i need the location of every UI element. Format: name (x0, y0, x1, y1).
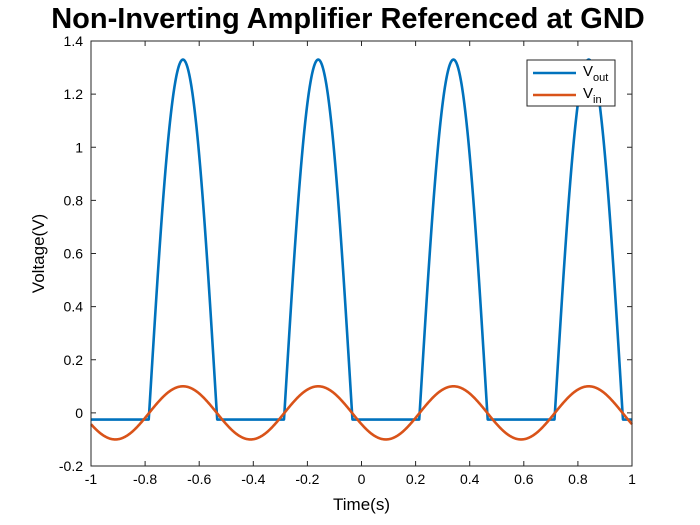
series-trough-point (250, 439, 251, 440)
x-tick-label: -0.2 (295, 471, 319, 487)
y-tick-label: 0.4 (64, 299, 84, 315)
y-tick-label: 0.8 (64, 192, 84, 208)
x-tick-label: -0.6 (187, 471, 211, 487)
x-axis-label: Time(s) (333, 495, 390, 514)
x-tick-label: -0.4 (241, 471, 265, 487)
x-tick-label: 0.4 (460, 471, 480, 487)
x-tick-label: 1 (628, 471, 636, 487)
ticks-layer: -1 -0.8 -0.6 -0.4 -0.2 0 0.2 0.4 0.6 0.8 1 -0.2 0 0.2… (59, 33, 636, 487)
y-axis-label: Voltage(V) (29, 214, 48, 293)
y-tick-label: 1 (75, 139, 83, 155)
series-peak-point (453, 386, 454, 387)
y-tick-label: -0.2 (59, 458, 83, 474)
series-layer (90, 58, 633, 441)
y-tick-label: 0 (75, 405, 83, 421)
series-line-vout (90, 58, 633, 421)
legend-label-vin: Vin (583, 85, 602, 106)
x-tick-label: 0.6 (514, 471, 534, 487)
series-peak-point (182, 386, 183, 387)
legend-label-vout: Vout (583, 63, 608, 84)
x-tick-label: -0.8 (133, 471, 157, 487)
series-line-vin (90, 385, 633, 441)
y-tick-label: 1.2 (64, 86, 84, 102)
x-tick-label: 0.2 (406, 471, 426, 487)
series-trough-point (115, 439, 116, 440)
chart-title: Non-Inverting Amplifier Referenced at GN… (51, 3, 645, 35)
plot-area (91, 41, 632, 466)
series-peak-point (453, 59, 454, 60)
y-tick-label: 0.6 (64, 246, 84, 262)
y-tick-label: 1.4 (64, 33, 84, 49)
x-tick-label: 0 (358, 471, 366, 487)
legend-box (526, 59, 616, 107)
series-peak-point (182, 59, 183, 60)
series-peak-point (318, 59, 319, 60)
x-tick-label: -1 (85, 471, 98, 487)
y-tick-label: 0.2 (64, 352, 84, 368)
series-trough-point (385, 439, 386, 440)
series-trough-point (521, 439, 522, 440)
series-peak-point (588, 386, 589, 387)
x-tick-label: 0.8 (568, 471, 588, 487)
series-peak-point (318, 386, 319, 387)
